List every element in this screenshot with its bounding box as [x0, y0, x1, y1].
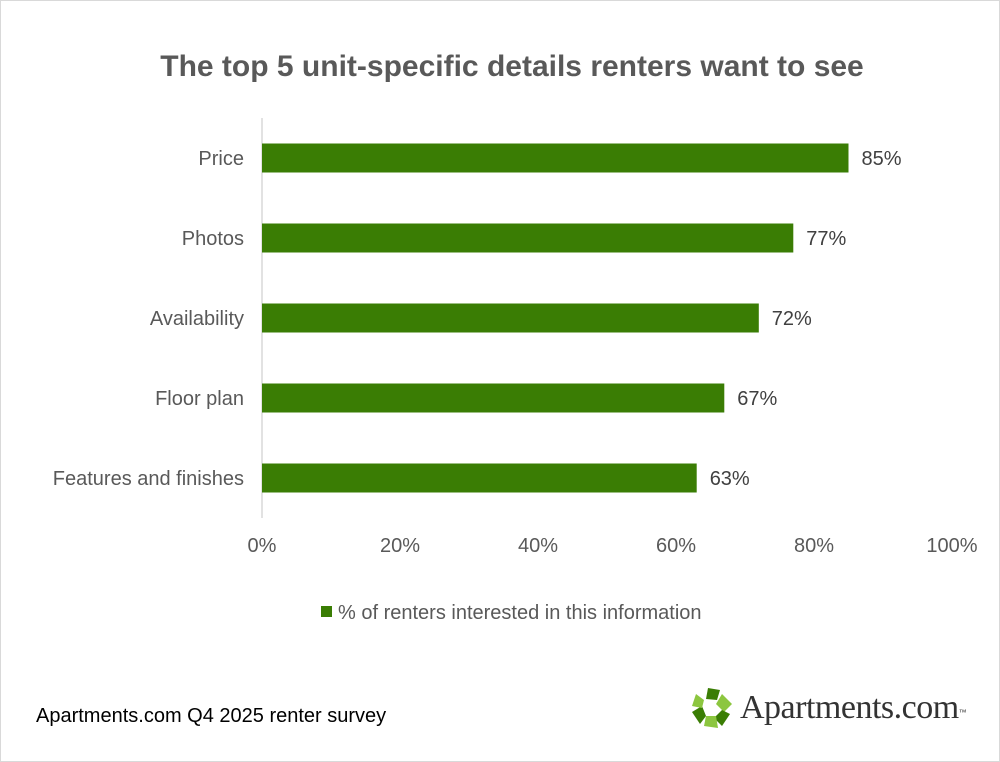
category-label: Price — [198, 148, 244, 170]
category-labels: Price Photos Availability Floor plan Feature… — [53, 148, 244, 490]
category-label: Floor plan — [155, 388, 244, 410]
x-tick-label: 80% — [794, 535, 834, 557]
x-tick-label: 0% — [248, 535, 277, 557]
bar-floor-plan — [262, 383, 725, 413]
data-label: 72% — [772, 308, 812, 330]
x-axis-tick-labels: 0% 20% 40% 60% 80% 100% — [248, 535, 978, 557]
data-label: 67% — [737, 388, 777, 410]
apartments-com-logo-mark-icon — [692, 688, 732, 728]
bars-group — [262, 143, 849, 493]
legend: % of renters interested in this informat… — [321, 602, 702, 624]
legend-swatch — [321, 606, 332, 617]
x-tick-label: 20% — [380, 535, 420, 557]
x-tick-label: 100% — [926, 535, 977, 557]
category-label: Features and finishes — [53, 468, 244, 490]
apartments-com-logo: Apartments.com ™ — [690, 686, 967, 730]
legend-label: % of renters interested in this informat… — [338, 602, 702, 624]
bar-price — [262, 143, 849, 173]
bar-chart: The top 5 unit-specific details renters … — [53, 50, 978, 624]
data-label: 63% — [710, 468, 750, 490]
data-labels: 85% 77% 72% 67% 63% — [710, 148, 902, 490]
brand-name: Apartments.com — [740, 689, 959, 726]
category-label: Availability — [150, 308, 244, 330]
chart-title: The top 5 unit-specific details renters … — [160, 50, 864, 83]
x-tick-label: 40% — [518, 535, 558, 557]
category-label: Photos — [182, 228, 244, 250]
bar-photos — [262, 223, 794, 253]
source-note: Apartments.com Q4 2025 renter survey — [36, 705, 387, 727]
bar-features-and-finishes — [262, 463, 697, 493]
data-label: 77% — [806, 228, 846, 250]
bar-availability — [262, 303, 759, 333]
data-label: 85% — [862, 148, 902, 170]
x-tick-label: 60% — [656, 535, 696, 557]
brand-trademark: ™ — [958, 707, 967, 717]
